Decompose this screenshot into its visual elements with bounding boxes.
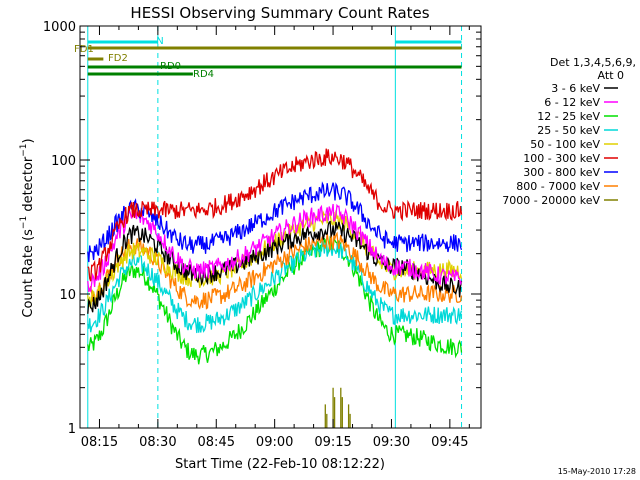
legend-label-300-800-kev: 300 - 800 keV — [523, 166, 600, 179]
series-line-6-12-kev — [87, 203, 463, 293]
legend-label-6-12-kev: 6 - 12 keV — [544, 96, 600, 109]
state-bar-label-n: N — [156, 36, 163, 47]
legend-header-line1: Det 1,3,4,5,6,9, — [550, 56, 636, 69]
series-line-300-800-kev — [87, 181, 463, 263]
plot-area: N FD1 FD2 RD0 RD4 — [74, 26, 463, 428]
x-tick-label: 09:15 — [314, 435, 351, 450]
state-bar-label-fd2: FD2 — [108, 53, 128, 64]
legend-label-800-7000-kev: 800 - 7000 keV — [516, 180, 600, 193]
y-tick-label: 1000 — [43, 20, 76, 35]
legend-label-100-300-kev: 100 - 300 keV — [523, 152, 600, 165]
legend-label-25-50-kev: 25 - 50 keV — [537, 124, 600, 137]
series-line-7000-20000-kev — [324, 387, 351, 428]
y-tick-label: 10 — [59, 288, 76, 303]
x-tick-label: 09:30 — [373, 435, 410, 450]
x-tick-label: 09:45 — [431, 435, 468, 450]
y-tick-label: 100 — [51, 154, 76, 169]
y-axis: 1 10 100 1000 — [43, 20, 481, 437]
chart-title: HESSI Observing Summary Count Rates — [130, 4, 429, 22]
legend-label-12-25-kev: 12 - 25 keV — [537, 110, 600, 123]
series-line-25-50-kev — [87, 240, 463, 334]
series-line-100-300-kev — [87, 148, 463, 282]
footer-timestamp: 15-May-2010 17:28 — [558, 467, 636, 476]
y-axis-label: Count Rate (s−1 detector−1) — [19, 138, 36, 317]
state-bar-label-rd0: RD0 — [160, 61, 181, 72]
series-line-3-6-kev — [87, 220, 463, 314]
legend-label-50-100-kev: 50 - 100 keV — [530, 138, 600, 151]
legend-header-line2: Att 0 — [598, 69, 624, 82]
x-tick-label: 08:45 — [198, 435, 235, 450]
y-tick-label: 1 — [68, 422, 76, 437]
legend-label-3-6-kev: 3 - 6 keV — [551, 82, 600, 95]
legend-label-7000-20000-kev: 7000 - 20000 keV — [502, 194, 600, 207]
x-axis-label: Start Time (22-Feb-10 08:12:22) — [175, 457, 385, 472]
x-tick-label: 08:30 — [139, 435, 176, 450]
state-bar-label-rd4: RD4 — [193, 69, 214, 80]
x-tick-label: 08:15 — [81, 435, 118, 450]
x-axis: 08:15 08:30 08:45 09:00 09:15 09:30 09:45 — [79, 26, 470, 450]
state-bar-label-fd1: FD1 — [74, 44, 94, 55]
plot-frame — [79, 25, 482, 429]
x-tick-label: 09:00 — [256, 435, 293, 450]
series-line-800-7000-kev — [87, 231, 463, 310]
